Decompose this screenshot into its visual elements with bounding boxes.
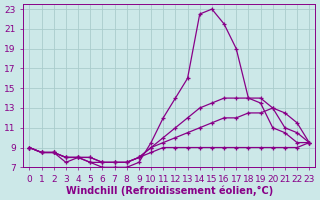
X-axis label: Windchill (Refroidissement éolien,°C): Windchill (Refroidissement éolien,°C) bbox=[66, 185, 273, 196]
